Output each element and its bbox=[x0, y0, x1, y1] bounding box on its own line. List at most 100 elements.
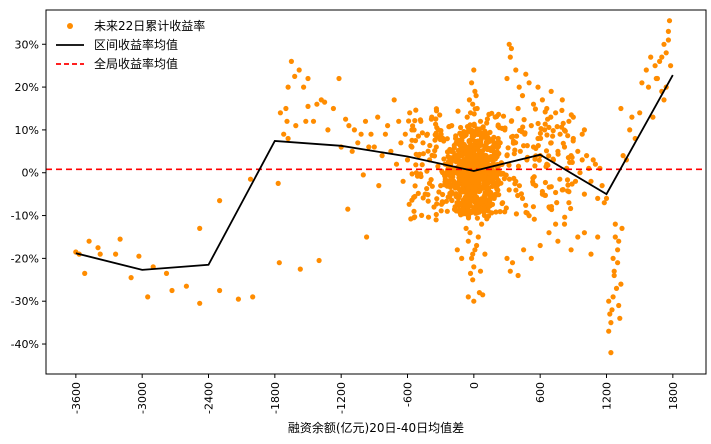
x-tick-label: 1200 bbox=[601, 382, 614, 410]
scatter-point bbox=[465, 181, 471, 187]
scatter-point bbox=[412, 183, 418, 189]
scatter-point bbox=[489, 110, 495, 116]
scatter-point bbox=[568, 205, 574, 212]
scatter-point bbox=[472, 106, 478, 112]
scatter-point bbox=[501, 176, 507, 182]
scatter-point bbox=[666, 18, 673, 24]
scatter-point bbox=[550, 128, 556, 134]
scatter-point bbox=[437, 112, 443, 118]
scatter-point bbox=[546, 124, 552, 130]
scatter-point bbox=[420, 140, 426, 146]
scatter-point bbox=[449, 148, 455, 154]
scatter-point bbox=[483, 185, 489, 191]
scatter-point bbox=[183, 283, 189, 289]
scatter-point bbox=[413, 162, 419, 168]
scatter-point bbox=[569, 154, 575, 160]
scatter-point bbox=[497, 209, 503, 215]
scatter-point bbox=[486, 178, 492, 184]
scatter-point bbox=[436, 189, 442, 195]
scatter-point bbox=[459, 176, 466, 182]
scatter-point bbox=[457, 160, 464, 166]
scatter-point bbox=[482, 191, 488, 198]
scatter-point bbox=[559, 97, 565, 103]
scatter-point bbox=[336, 75, 342, 82]
scatter-point bbox=[546, 184, 552, 190]
scatter-point bbox=[568, 247, 574, 253]
scatter-point bbox=[524, 143, 530, 149]
scatter-point bbox=[599, 183, 605, 189]
scatter-point bbox=[438, 208, 444, 214]
scatter-point bbox=[283, 105, 289, 112]
scatter-point bbox=[420, 195, 426, 201]
scatter-point bbox=[440, 191, 446, 198]
scatter-point bbox=[469, 174, 475, 180]
scatter-point bbox=[476, 126, 483, 132]
scatter-point bbox=[457, 193, 463, 199]
scatter-point bbox=[637, 110, 643, 116]
scatter-point bbox=[465, 213, 472, 219]
scatter-point bbox=[546, 153, 552, 159]
scatter-point bbox=[467, 270, 474, 276]
scatter-point bbox=[435, 163, 441, 169]
plot-frame bbox=[45, 9, 707, 375]
scatter-point bbox=[608, 320, 614, 326]
scatter-point bbox=[474, 242, 480, 249]
scatter-point bbox=[577, 170, 583, 176]
scatter-point bbox=[653, 75, 659, 82]
scatter-point bbox=[510, 140, 516, 146]
scatter-point bbox=[549, 206, 555, 213]
scatter-point bbox=[515, 105, 521, 112]
scatter-point bbox=[606, 298, 612, 304]
scatter-point bbox=[460, 208, 466, 214]
scatter-point bbox=[530, 204, 537, 210]
legend-label-global-mean: 全局收益率均值 bbox=[94, 56, 178, 71]
scatter-point bbox=[586, 165, 592, 171]
scatter-point bbox=[466, 148, 472, 154]
scatter-point bbox=[665, 37, 672, 43]
scatter-point bbox=[433, 116, 439, 122]
x-tick-label: 600 bbox=[534, 382, 547, 403]
scatter-point bbox=[433, 211, 439, 218]
scatter-point bbox=[293, 123, 299, 129]
scatter-point bbox=[645, 84, 652, 90]
scatter-point bbox=[451, 145, 457, 151]
scatter-point bbox=[479, 156, 485, 162]
scatter-point bbox=[639, 80, 645, 86]
scatter-point bbox=[545, 116, 551, 122]
y-tick-label: 30% bbox=[15, 38, 39, 51]
scatter-point bbox=[480, 292, 486, 298]
scatter-point bbox=[316, 257, 322, 264]
scatter-point bbox=[163, 270, 170, 276]
scatter-point bbox=[579, 131, 585, 137]
interval-mean-line bbox=[75, 74, 674, 271]
scatter-point bbox=[509, 260, 516, 266]
scatter-point bbox=[415, 190, 421, 196]
scatter-point bbox=[477, 207, 483, 213]
scatter-point bbox=[433, 106, 439, 112]
y-tick-label: -10% bbox=[11, 210, 39, 223]
scatter-point bbox=[449, 197, 455, 204]
scatter-point bbox=[247, 176, 254, 182]
scatter-point bbox=[606, 328, 612, 334]
scatter-point bbox=[519, 195, 526, 201]
scatter-point bbox=[520, 124, 526, 130]
scatter-point bbox=[544, 132, 550, 138]
scatter-point bbox=[441, 138, 447, 144]
scatter-point bbox=[457, 142, 463, 149]
scatter-point bbox=[463, 132, 469, 138]
scatter-point bbox=[495, 123, 501, 129]
legend-scatter-marker bbox=[67, 23, 73, 29]
scatter-point bbox=[513, 67, 519, 73]
scatter-point bbox=[473, 93, 479, 99]
scatter-point bbox=[368, 131, 374, 137]
scatter-point bbox=[136, 253, 142, 259]
scatter-point bbox=[617, 315, 623, 321]
scatter-point bbox=[627, 127, 633, 133]
scatter-point bbox=[504, 152, 510, 158]
scatter-point bbox=[488, 156, 494, 162]
scatter-point bbox=[663, 50, 669, 56]
scatter-point bbox=[366, 144, 372, 150]
scatter-point bbox=[601, 200, 607, 206]
scatter-point bbox=[409, 171, 415, 177]
scatter-point bbox=[469, 255, 475, 261]
